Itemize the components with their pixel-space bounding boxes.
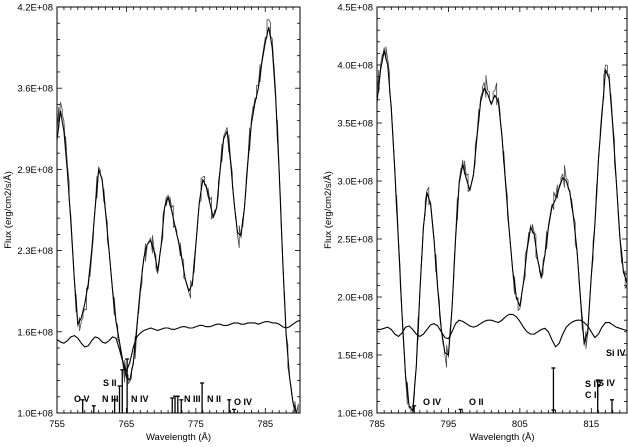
x-tick-label: 785 xyxy=(369,419,385,430)
model-spectrum-line xyxy=(57,26,300,413)
y-tick-label: 4.5E+08 xyxy=(337,3,373,14)
observed-spectrum-line xyxy=(377,46,627,413)
y-tick-label: 1.0E+08 xyxy=(17,409,53,420)
ion-label: C II xyxy=(585,390,599,400)
series-group xyxy=(57,19,300,413)
y-axis-title: Flux (erg/cm2/s/Å) xyxy=(323,171,334,249)
ion-label: O II xyxy=(469,397,484,407)
left-spectrum-panel: 1.0E+08 1.6E+08 2.3E+08 2.9E+08 3.6E+08 4.2E+… xyxy=(3,3,301,443)
ion-label: O V xyxy=(74,394,90,404)
ion-marker-group xyxy=(80,358,237,413)
ion-label: N II xyxy=(207,394,221,404)
plot-frame xyxy=(56,6,301,414)
model-spectrum-line xyxy=(377,313,627,348)
x-tick-label: 805 xyxy=(512,419,528,430)
y-tick-label: 1.6E+08 xyxy=(17,327,53,338)
x-tick-label: 785 xyxy=(257,419,273,430)
y-tick-label: 3.6E+08 xyxy=(17,84,53,95)
y-tick-label: 2.9E+08 xyxy=(17,165,53,176)
y-tick-label: 2.3E+08 xyxy=(17,246,53,257)
x-tick-label: 815 xyxy=(583,419,599,430)
ion-label: O IV xyxy=(423,397,441,407)
ion-marker-group xyxy=(412,367,614,413)
model-spectrum-line xyxy=(377,50,627,412)
y-tick-label: 4.2E+08 xyxy=(17,3,53,14)
x-tick-label: 755 xyxy=(49,419,65,430)
ion-label: S IV xyxy=(585,379,602,389)
observed-spectrum-line xyxy=(57,19,300,413)
x-axis-title: Wavelength (Å) xyxy=(469,432,534,443)
model-spectrum-line xyxy=(57,319,300,372)
ion-label: Si IV xyxy=(606,348,626,358)
ion-label: N IV xyxy=(131,394,149,404)
y-tick-label: 3.5E+08 xyxy=(337,119,373,130)
series-group xyxy=(377,46,627,413)
ion-label: N III xyxy=(102,394,119,404)
x-tick-label: 795 xyxy=(440,419,456,430)
y-tick-label: 1.5E+08 xyxy=(337,351,373,362)
y-tick-label: 2.5E+08 xyxy=(337,235,373,246)
plot-frame xyxy=(376,6,628,414)
right-spectrum-panel: 1.0E+08 1.5E+08 2.0E+08 2.5E+08 3.0E+08 3.5E+… xyxy=(323,3,628,443)
ion-label: S II xyxy=(103,378,117,388)
ion-label: S IV xyxy=(598,378,615,388)
y-tick-label: 4.0E+08 xyxy=(337,61,373,72)
x-tick-label: 775 xyxy=(188,419,204,430)
y-tick-label: 3.0E+08 xyxy=(337,177,373,188)
x-tick-label: 765 xyxy=(118,419,134,430)
y-tick-label: 1.0E+08 xyxy=(337,409,373,420)
ion-label: O IV xyxy=(234,397,252,407)
y-axis-title: Flux (erg/cm2/s/Å) xyxy=(3,171,14,249)
x-axis-title: Wavelength (Å) xyxy=(146,432,211,443)
ion-label: N III xyxy=(184,394,201,404)
y-tick-label: 2.0E+08 xyxy=(337,293,373,304)
